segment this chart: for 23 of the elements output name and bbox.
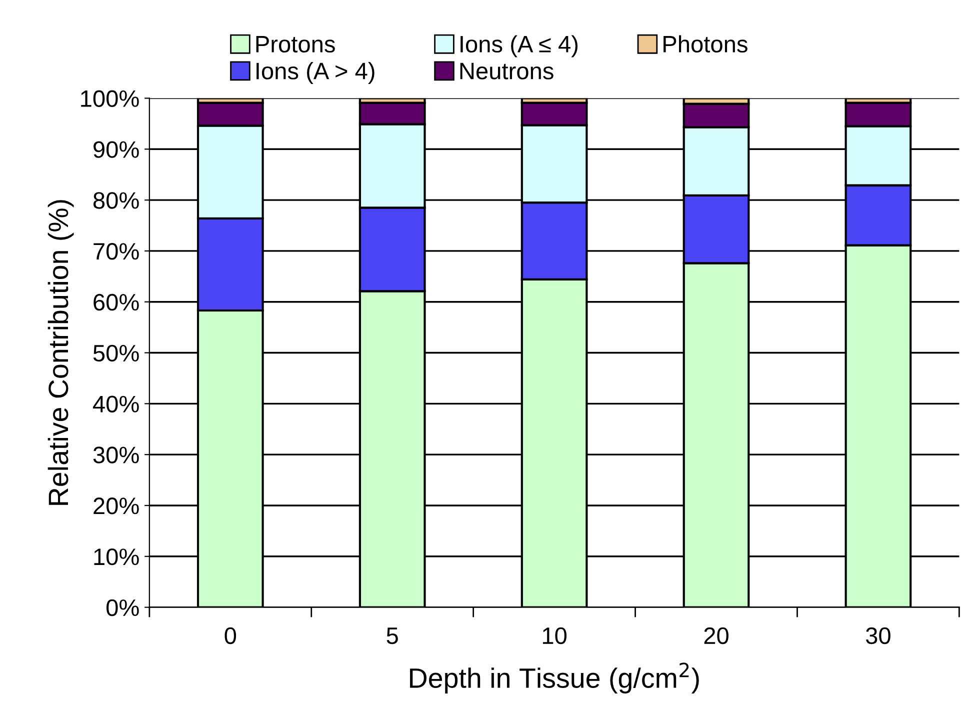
y-tick-label: 40% [92,396,139,412]
x-tick-label: 0 [224,627,236,644]
x-tick-label: 20 [704,627,728,644]
x-axis-title: Depth in Tissue (g/cm$^{2}$) [410,662,699,694]
y-tick-label: 20% [94,498,139,514]
y-tick-label: 100% [81,90,139,108]
legend-label: Photons [664,35,748,53]
x-tick-label: 5 [386,628,398,644]
y-tick-label: 10% [94,548,139,566]
legend-label: Ions (A > 4) [256,62,374,84]
legend-label: Neutrons [460,62,554,80]
x-tick-label: 10 [542,627,567,644]
x-tick-label: 30 [866,627,890,644]
y-tick-label: 30% [93,446,139,464]
legend-label: Protons [256,36,335,53]
y-tick-label: 80% [93,192,139,209]
y-tick-label: 0% [106,599,139,616]
y-tick-label: 50% [93,344,139,362]
y-tick-label: 60% [94,294,139,311]
legend-label: Ions (A ≤ 4) [460,35,578,58]
y-tick-label: 90% [94,141,139,158]
y-tick-label: 70% [94,243,139,260]
y-axis-title: Relative Contribution (%) [48,200,74,505]
